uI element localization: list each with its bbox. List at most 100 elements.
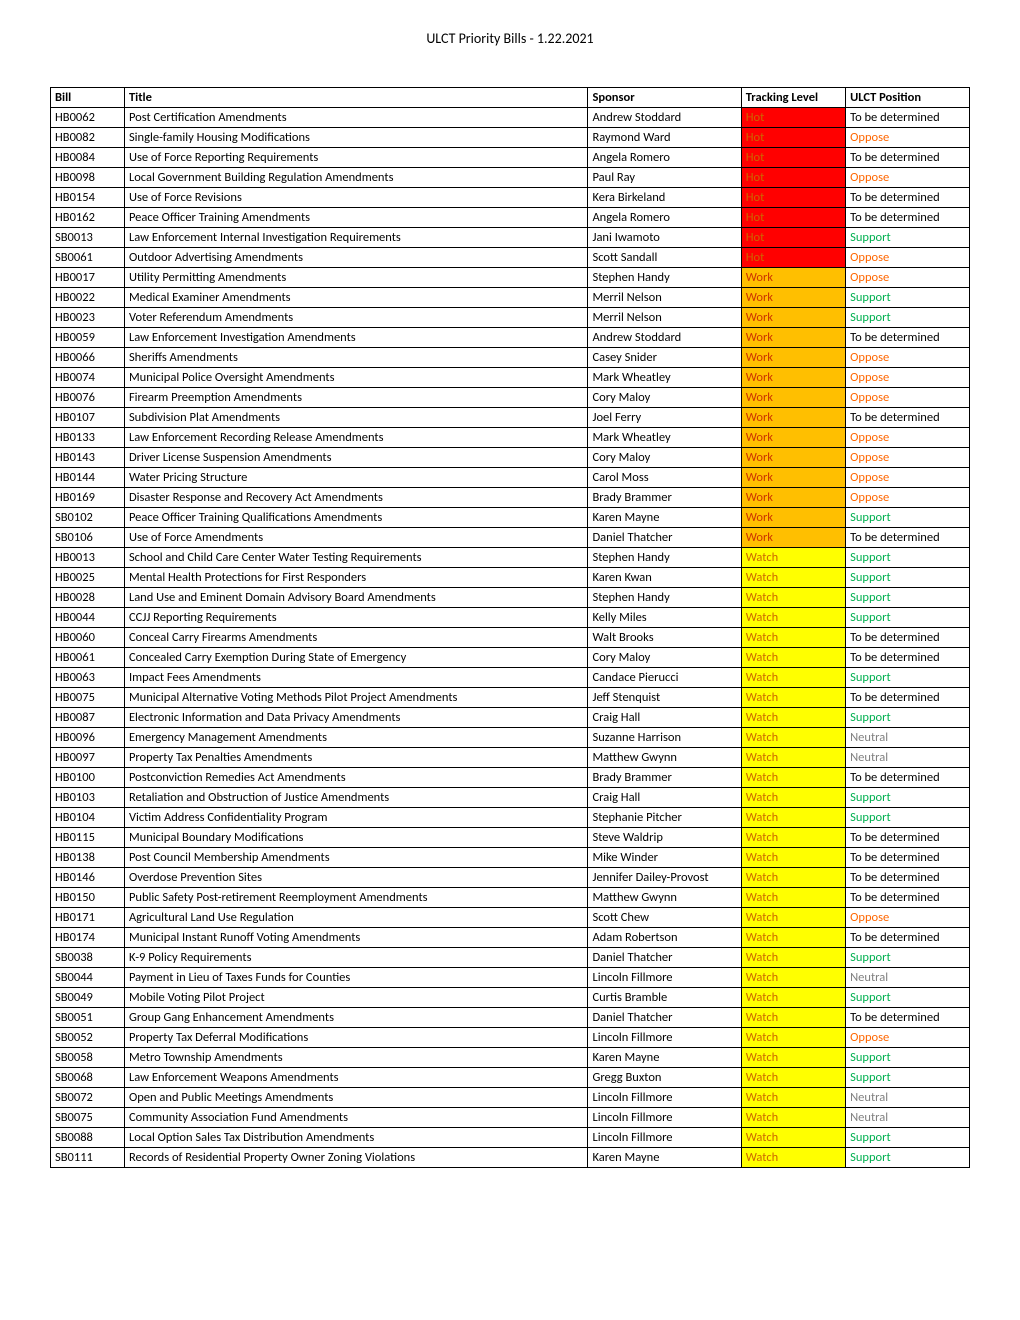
- cell-bill: HB0060: [51, 628, 125, 648]
- cell-bill: SB0044: [51, 968, 125, 988]
- cell-bill: SB0075: [51, 1108, 125, 1128]
- cell-track: Hot: [741, 248, 845, 268]
- cell-sponsor: Jeff Stenquist: [588, 688, 741, 708]
- cell-track: Work: [741, 388, 845, 408]
- cell-bill: HB0162: [51, 208, 125, 228]
- cell-bill: HB0025: [51, 568, 125, 588]
- cell-track: Watch: [741, 568, 845, 588]
- cell-sponsor: Kera Birkeland: [588, 188, 741, 208]
- cell-track: Watch: [741, 1148, 845, 1168]
- cell-title: Municipal Boundary Modifications: [124, 828, 588, 848]
- cell-sponsor: Karen Kwan: [588, 568, 741, 588]
- cell-bill: SB0068: [51, 1068, 125, 1088]
- cell-sponsor: Karen Mayne: [588, 1048, 741, 1068]
- cell-sponsor: Lincoln Fillmore: [588, 1108, 741, 1128]
- table-row: HB0104Victim Address Confidentiality Pro…: [51, 808, 970, 828]
- cell-position: Support: [846, 288, 970, 308]
- table-row: SB0049Mobile Voting Pilot ProjectCurtis …: [51, 988, 970, 1008]
- cell-sponsor: Angela Romero: [588, 148, 741, 168]
- table-row: HB0084Use of Force Reporting Requirement…: [51, 148, 970, 168]
- cell-title: CCJJ Reporting Requirements: [124, 608, 588, 628]
- col-header-pos: ULCT Position: [846, 88, 970, 108]
- cell-position: Oppose: [846, 348, 970, 368]
- table-row: HB0028Land Use and Eminent Domain Adviso…: [51, 588, 970, 608]
- cell-bill: SB0058: [51, 1048, 125, 1068]
- cell-position: To be determined: [846, 208, 970, 228]
- cell-bill: HB0023: [51, 308, 125, 328]
- cell-sponsor: Cory Maloy: [588, 448, 741, 468]
- cell-title: Conceal Carry Firearms Amendments: [124, 628, 588, 648]
- cell-track: Work: [741, 448, 845, 468]
- cell-title: Utility Permitting Amendments: [124, 268, 588, 288]
- cell-position: Support: [846, 308, 970, 328]
- cell-bill: HB0103: [51, 788, 125, 808]
- cell-title: Law Enforcement Recording Release Amendm…: [124, 428, 588, 448]
- cell-bill: HB0107: [51, 408, 125, 428]
- cell-sponsor: Carol Moss: [588, 468, 741, 488]
- table-row: HB0154Use of Force RevisionsKera Birkela…: [51, 188, 970, 208]
- cell-position: To be determined: [846, 648, 970, 668]
- cell-bill: HB0022: [51, 288, 125, 308]
- cell-bill: HB0097: [51, 748, 125, 768]
- cell-sponsor: Daniel Thatcher: [588, 528, 741, 548]
- cell-sponsor: Jani Iwamoto: [588, 228, 741, 248]
- cell-position: Support: [846, 668, 970, 688]
- cell-track: Work: [741, 408, 845, 428]
- table-row: HB0107Subdivision Plat AmendmentsJoel Fe…: [51, 408, 970, 428]
- cell-position: Oppose: [846, 488, 970, 508]
- cell-bill: HB0133: [51, 428, 125, 448]
- cell-track: Watch: [741, 948, 845, 968]
- cell-title: Public Safety Post-retirement Reemployme…: [124, 888, 588, 908]
- cell-title: Peace Officer Training Qualifications Am…: [124, 508, 588, 528]
- cell-sponsor: Merril Nelson: [588, 288, 741, 308]
- table-row: HB0096Emergency Management AmendmentsSuz…: [51, 728, 970, 748]
- cell-track: Watch: [741, 1128, 845, 1148]
- cell-bill: HB0144: [51, 468, 125, 488]
- cell-bill: SB0061: [51, 248, 125, 268]
- table-row: HB0017Utility Permitting AmendmentsSteph…: [51, 268, 970, 288]
- cell-title: Municipal Police Oversight Amendments: [124, 368, 588, 388]
- cell-track: Watch: [741, 728, 845, 748]
- table-row: SB0111Records of Residential Property Ow…: [51, 1148, 970, 1168]
- table-row: HB0022Medical Examiner AmendmentsMerril …: [51, 288, 970, 308]
- table-row: SB0072Open and Public Meetings Amendment…: [51, 1088, 970, 1108]
- cell-track: Hot: [741, 208, 845, 228]
- cell-bill: SB0072: [51, 1088, 125, 1108]
- table-row: SB0013Law Enforcement Internal Investiga…: [51, 228, 970, 248]
- col-header-title: Title: [124, 88, 588, 108]
- cell-title: Sheriffs Amendments: [124, 348, 588, 368]
- cell-bill: HB0150: [51, 888, 125, 908]
- cell-title: Medical Examiner Amendments: [124, 288, 588, 308]
- cell-bill: HB0104: [51, 808, 125, 828]
- cell-track: Watch: [741, 1048, 845, 1068]
- cell-position: To be determined: [846, 1008, 970, 1028]
- cell-title: Overdose Prevention Sites: [124, 868, 588, 888]
- cell-track: Watch: [741, 668, 845, 688]
- cell-bill: HB0062: [51, 108, 125, 128]
- cell-title: Law Enforcement Internal Investigation R…: [124, 228, 588, 248]
- cell-track: Hot: [741, 188, 845, 208]
- cell-title: Emergency Management Amendments: [124, 728, 588, 748]
- cell-sponsor: Suzanne Harrison: [588, 728, 741, 748]
- cell-sponsor: Karen Mayne: [588, 1148, 741, 1168]
- cell-title: Driver License Suspension Amendments: [124, 448, 588, 468]
- col-header-track: Tracking Level: [741, 88, 845, 108]
- cell-track: Watch: [741, 788, 845, 808]
- cell-position: Neutral: [846, 968, 970, 988]
- cell-track: Work: [741, 528, 845, 548]
- table-row: HB0133Law Enforcement Recording Release …: [51, 428, 970, 448]
- cell-track: Watch: [741, 628, 845, 648]
- cell-bill: HB0066: [51, 348, 125, 368]
- cell-title: Records of Residential Property Owner Zo…: [124, 1148, 588, 1168]
- cell-bill: HB0063: [51, 668, 125, 688]
- cell-track: Watch: [741, 848, 845, 868]
- cell-track: Watch: [741, 888, 845, 908]
- cell-sponsor: Stephen Handy: [588, 548, 741, 568]
- cell-title: Property Tax Deferral Modifications: [124, 1028, 588, 1048]
- cell-title: Open and Public Meetings Amendments: [124, 1088, 588, 1108]
- cell-title: Metro Township Amendments: [124, 1048, 588, 1068]
- table-row: HB0044CCJJ Reporting RequirementsKelly M…: [51, 608, 970, 628]
- cell-title: Victim Address Confidentiality Program: [124, 808, 588, 828]
- cell-title: Outdoor Advertising Amendments: [124, 248, 588, 268]
- cell-position: Oppose: [846, 1028, 970, 1048]
